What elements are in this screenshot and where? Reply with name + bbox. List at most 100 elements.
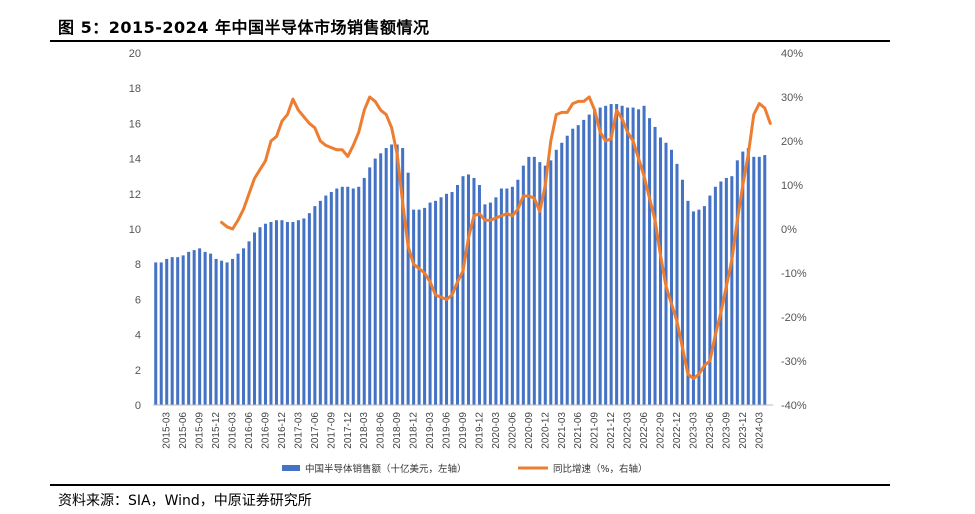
sales-bar: [477, 185, 481, 405]
sales-bar: [664, 142, 668, 405]
sales-bar: [165, 258, 169, 405]
x-tick-label: 2020-09: [524, 412, 535, 449]
source-note: 资料来源：SIA，Wind，中原证券研究所: [58, 493, 312, 509]
right-tick-label: 20%: [781, 136, 803, 148]
x-tick-label: 2018-09: [392, 412, 403, 449]
left-tick-label: 12: [129, 189, 141, 201]
x-tick-label: 2022-03: [623, 412, 634, 449]
sales-bar: [713, 186, 717, 405]
sales-bar: [209, 253, 213, 405]
x-tick-label: 2017-03: [293, 412, 304, 449]
sales-bar: [554, 149, 558, 405]
sales-bar: [274, 220, 278, 405]
sales-bar: [368, 167, 372, 405]
sales-bar: [494, 197, 498, 405]
sales-bar: [181, 255, 185, 405]
sales-bar: [384, 148, 388, 406]
sales-bar: [708, 195, 712, 405]
bottom-rule: [50, 484, 890, 486]
x-tick-label: 2020-03: [491, 412, 502, 449]
sales-bar: [697, 209, 701, 405]
left-tick-label: 4: [135, 330, 141, 342]
sales-bar: [648, 118, 652, 406]
right-tick-label: 0%: [781, 224, 797, 236]
x-tick-label: 2023-06: [705, 412, 716, 449]
x-tick-label: 2023-12: [738, 412, 749, 449]
sales-bar: [154, 262, 158, 405]
x-tick-label: 2022-12: [672, 412, 683, 449]
left-tick-label: 18: [129, 83, 141, 95]
x-tick-label: 2022-09: [656, 412, 667, 449]
legend: 中国半导体销售额（十亿美元，左轴） 同比增速（%，右轴）: [282, 463, 648, 475]
sales-bar: [532, 156, 536, 405]
sales-bar: [450, 192, 454, 405]
sales-bar: [280, 220, 284, 405]
sales-bar: [516, 179, 520, 405]
left-tick-label: 0: [135, 400, 141, 412]
sales-bar: [318, 200, 322, 405]
x-tick-label: 2016-12: [277, 412, 288, 449]
sales-bar: [220, 260, 224, 405]
x-tick-label: 2017-09: [326, 412, 337, 449]
sales-bar: [285, 221, 289, 405]
bar-series: [154, 104, 767, 406]
x-tick-label: 2016-06: [244, 412, 255, 449]
sales-bar: [763, 155, 767, 405]
sales-bar: [307, 213, 311, 405]
x-tick-label: 2021-06: [573, 412, 584, 449]
sales-bar: [461, 176, 465, 405]
right-tick-label: -10%: [781, 268, 807, 280]
sales-bar: [236, 253, 240, 405]
right-tick-label: 30%: [781, 92, 803, 104]
x-tick-label: 2018-03: [359, 412, 370, 449]
sales-bar: [675, 163, 679, 405]
sales-bar: [560, 142, 564, 405]
sales-bar: [253, 232, 257, 405]
sales-bar: [395, 144, 399, 405]
sales-bar: [505, 188, 509, 405]
sales-bar: [187, 251, 191, 405]
sales-bar: [231, 258, 235, 405]
x-axis-ticks: 2015-03 2015-06 2015-09 2015-12 2016-03 2016-…: [162, 412, 766, 449]
x-tick-label: 2023-09: [721, 412, 732, 449]
sales-bar: [527, 156, 531, 405]
sales-bar: [626, 107, 630, 405]
left-tick-label: 8: [135, 259, 141, 271]
sales-bar: [757, 156, 761, 405]
sales-bar: [702, 206, 706, 405]
x-tick-label: 2016-09: [260, 412, 271, 449]
right-tick-label: -20%: [781, 312, 807, 324]
sales-bar: [258, 227, 262, 405]
sales-bar: [691, 211, 695, 405]
sales-bar: [576, 125, 580, 405]
legend-line-label: 同比增速（%，右轴）: [553, 463, 648, 475]
right-tick-label: -30%: [781, 356, 807, 368]
sales-bar: [423, 207, 427, 405]
sales-bar: [242, 248, 246, 405]
sales-bar: [488, 202, 492, 405]
x-tick-label: 2019-12: [474, 412, 485, 449]
sales-bar: [373, 158, 377, 405]
x-tick-label: 2015-06: [178, 412, 189, 449]
sales-bar: [406, 172, 410, 405]
sales-bar: [669, 149, 674, 405]
sales-bar: [225, 262, 229, 405]
left-axis-ticks: 0 2 4 6 8 10 12 14 16 18 20: [129, 48, 141, 412]
sales-bar: [521, 165, 525, 405]
sales-bar: [176, 257, 180, 405]
sales-bar: [302, 218, 306, 405]
x-tick-label: 2021-09: [590, 412, 601, 449]
x-tick-label: 2023-03: [688, 412, 699, 449]
x-tick-label: 2020-06: [507, 412, 518, 449]
sales-bar: [719, 181, 723, 405]
sales-bar: [510, 186, 514, 405]
sales-bar: [538, 162, 542, 405]
sales-bar: [680, 179, 684, 405]
left-tick-label: 2: [135, 365, 141, 377]
sales-bar: [214, 258, 218, 405]
x-tick-label: 2019-06: [442, 412, 453, 449]
sales-bar: [390, 144, 394, 405]
left-tick-label: 16: [129, 118, 141, 130]
left-tick-label: 10: [129, 224, 141, 236]
sales-bar: [730, 176, 734, 405]
